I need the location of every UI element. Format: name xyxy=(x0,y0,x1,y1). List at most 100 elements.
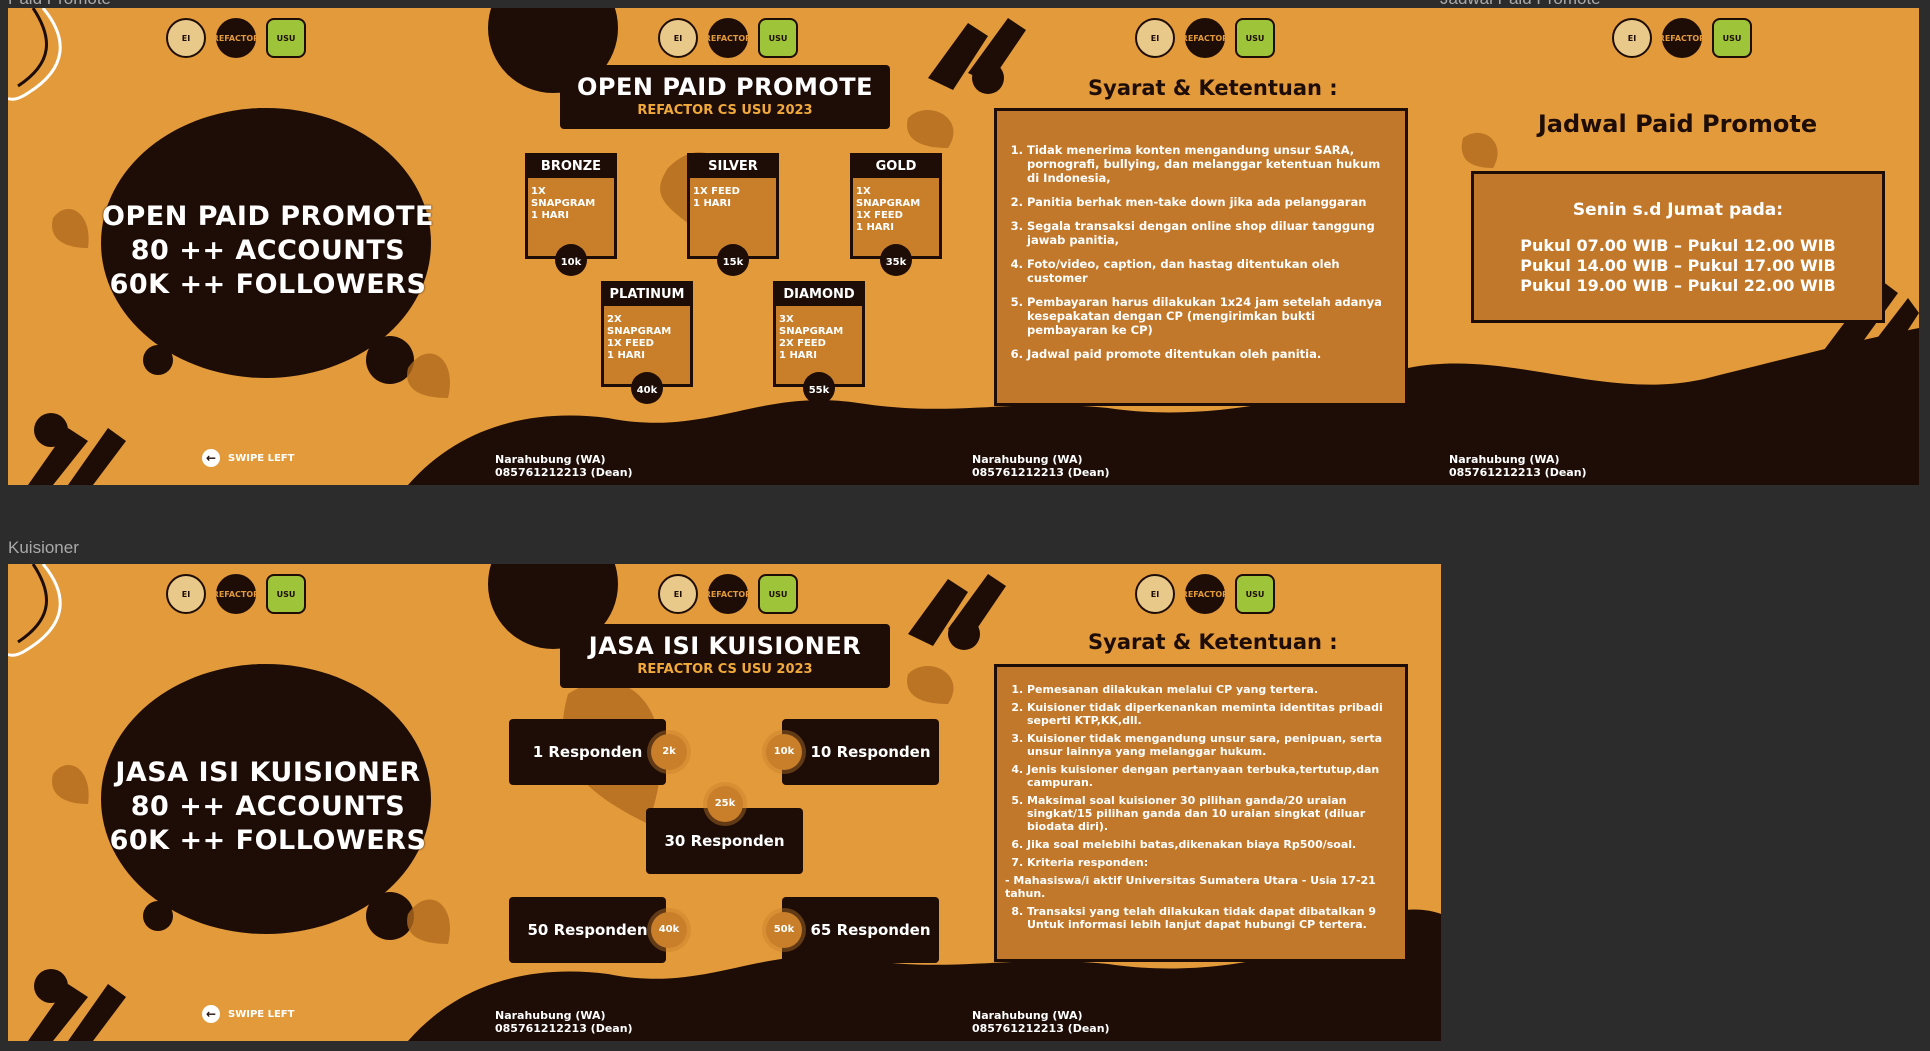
logo-ei: EI xyxy=(166,18,206,58)
frame-label-jadwal[interactable]: Jadwal Paid Promote xyxy=(1440,0,1601,9)
package-gold[interactable]: GOLD 1X SNAPGRAM 1X FEED 1 HARI xyxy=(850,153,942,259)
contact-info: Narahubung (WA) 085761212213 (Dean) xyxy=(495,1009,633,1035)
package-1-responden[interactable]: 1 Responden xyxy=(509,719,666,785)
logo-refactor: REFACTOR xyxy=(1659,18,1705,58)
terms-item: Segala transaksi dengan online shop dilu… xyxy=(1027,219,1393,247)
terms-item: Pemesanan dilakukan melalui CP yang tert… xyxy=(1027,683,1393,696)
swipe-label: SWIPE LEFT xyxy=(228,1008,295,1020)
price-badge: 15k xyxy=(717,244,749,276)
logo-group: EI REFACTOR USU xyxy=(658,574,798,614)
terms-list: Tidak menerima konten mengandung unsur S… xyxy=(997,143,1405,361)
package-50-responden[interactable]: 50 Responden xyxy=(509,897,666,963)
package-65-responden[interactable]: 65 Responden xyxy=(782,897,939,963)
subtitle: REFACTOR CS USU 2023 xyxy=(637,103,813,118)
terms-item: Transaksi yang telah dilakukan tidak dap… xyxy=(1027,905,1393,931)
headline-line-3: 60K ++ FOLLOWERS xyxy=(109,269,427,300)
contact-label: Narahubung (WA) xyxy=(972,1009,1083,1022)
arrow-left-icon: ← xyxy=(202,449,220,467)
title: JASA ISI KUISIONER xyxy=(588,632,862,660)
logo-ei: EI xyxy=(166,574,206,614)
swipe-left-hint[interactable]: ← SWIPE LEFT xyxy=(202,1005,294,1023)
package-diamond[interactable]: DIAMOND 3X SNAPGRAM 2X FEED 1 HARI xyxy=(773,281,865,387)
kuis-title-box: JASA ISI KUISIONER REFACTOR CS USU 2023 xyxy=(560,624,890,688)
logo-refactor: REFACTOR xyxy=(213,574,259,614)
schedule-days: Senin s.d Jumat pada: xyxy=(1572,200,1784,220)
promote-title-box: OPEN PAID PROMOTE REFACTOR CS USU 2023 xyxy=(560,65,890,129)
logo-ei: EI xyxy=(1612,18,1652,58)
contact-label: Narahubung (WA) xyxy=(495,1009,606,1022)
swipe-left-hint[interactable]: ← SWIPE LEFT xyxy=(202,449,294,467)
package-10-responden[interactable]: 10 Responden xyxy=(782,719,939,785)
price-badge: 55k xyxy=(803,372,835,404)
logo-ei: EI xyxy=(658,18,698,58)
terms-title: Syarat & Ketentuan : xyxy=(1088,76,1338,100)
package-name: GOLD xyxy=(853,156,939,178)
contact-label: Narahubung (WA) xyxy=(495,453,606,466)
terms-item: Panitia berhak men-take down jika ada pe… xyxy=(1027,195,1393,209)
terms-item: Maksimal soal kuisioner 30 pilihan ganda… xyxy=(1027,794,1393,833)
price-badge: 25k xyxy=(707,786,743,822)
schedule-title: Jadwal Paid Promote xyxy=(1537,110,1818,138)
contact-phone: 085761212213 (Dean) xyxy=(495,1022,633,1035)
price-badge: 10k xyxy=(555,244,587,276)
logo-refactor: REFACTOR xyxy=(1182,574,1228,614)
promote-slide-1: EI REFACTOR USU OPEN PAID PROMOTE 80 ++ … xyxy=(8,8,485,485)
contact-info: Narahubung (WA) 085761212213 (Dean) xyxy=(495,453,633,479)
logo-usu: USU xyxy=(758,18,798,58)
logo-usu: USU xyxy=(1235,574,1275,614)
contact-info: Narahubung (WA) 085761212213 (Dean) xyxy=(1449,453,1587,479)
logo-refactor: REFACTOR xyxy=(705,18,751,58)
package-name: PLATINUM xyxy=(604,284,690,306)
logo-group: EI REFACTOR USU xyxy=(1135,574,1275,614)
terms-list: Pemesanan dilakukan melalui CP yang tert… xyxy=(997,683,1405,931)
arrow-left-icon: ← xyxy=(202,1005,220,1023)
contact-label: Narahubung (WA) xyxy=(1449,453,1560,466)
terms-item: Kriteria responden: xyxy=(1027,856,1393,869)
logo-group: EI REFACTOR USU xyxy=(1612,18,1752,58)
terms-box: Tidak menerima konten mengandung unsur S… xyxy=(994,108,1408,406)
kuisioner-frame[interactable]: EI REFACTOR USU JASA ISI KUISIONER 80 ++… xyxy=(8,564,1441,1041)
price-badge: 35k xyxy=(880,244,912,276)
subtitle: REFACTOR CS USU 2023 xyxy=(637,662,813,677)
terms-item: Kuisioner tidak diperkenankan meminta id… xyxy=(1027,701,1393,727)
paid-promote-frame[interactable]: EI REFACTOR USU OPEN PAID PROMOTE 80 ++ … xyxy=(8,8,1919,485)
headline-line-2: 80 ++ ACCOUNTS xyxy=(130,235,406,266)
schedule-box: Senin s.d Jumat pada: Pukul 07.00 WIB – … xyxy=(1471,171,1885,323)
price-badge: 10k xyxy=(766,734,802,770)
logo-group: EI REFACTOR USU xyxy=(166,18,306,58)
logo-usu: USU xyxy=(266,18,306,58)
kuis-headline: JASA ISI KUISIONER 80 ++ ACCOUNTS 60K ++… xyxy=(68,756,468,858)
promote-headline: OPEN PAID PROMOTE 80 ++ ACCOUNTS 60K ++ … xyxy=(68,200,468,302)
frame-label-paid-promote[interactable]: Paid Promote xyxy=(8,0,111,9)
price-badge: 2k xyxy=(651,734,687,770)
package-name: BRONZE xyxy=(528,156,614,178)
package-bronze[interactable]: BRONZE 1X SNAPGRAM 1 HARI xyxy=(525,153,617,259)
kuis-slide-1: EI REFACTOR USU JASA ISI KUISIONER 80 ++… xyxy=(8,564,485,1041)
logo-ei: EI xyxy=(658,574,698,614)
contact-info: Narahubung (WA) 085761212213 (Dean) xyxy=(972,1009,1110,1035)
schedule-time: Pukul 07.00 WIB – Pukul 12.00 WIB xyxy=(1520,236,1836,255)
frame-label-kuisioner[interactable]: Kuisioner xyxy=(8,538,79,557)
logo-ei: EI xyxy=(1135,18,1175,58)
package-silver[interactable]: SILVER 1X FEED 1 HARI xyxy=(687,153,779,259)
title: OPEN PAID PROMOTE xyxy=(576,73,874,101)
package-platinum[interactable]: PLATINUM 2X SNAPGRAM 1X FEED 1 HARI xyxy=(601,281,693,387)
logo-ei: EI xyxy=(1135,574,1175,614)
contact-phone: 085761212213 (Dean) xyxy=(495,466,633,479)
package-desc: 2X SNAPGRAM 1X FEED 1 HARI xyxy=(607,314,672,361)
terms-item: Jenis kuisioner dengan pertanyaan terbuk… xyxy=(1027,763,1393,789)
promote-slide-4: EI REFACTOR USU Jadwal Paid Promote Seni… xyxy=(1439,8,1919,485)
schedule-time: Pukul 14.00 WIB – Pukul 17.00 WIB xyxy=(1520,256,1836,275)
headline-line-1: JASA ISI KUISIONER xyxy=(115,757,421,788)
kuis-slide-2: EI REFACTOR USU JASA ISI KUISIONER REFAC… xyxy=(485,564,962,1041)
headline-line-3: 60K ++ FOLLOWERS xyxy=(109,825,427,856)
terms-subitem: - Mahasiswa/i aktif Universitas Sumatera… xyxy=(1005,874,1376,900)
logo-group: EI REFACTOR USU xyxy=(658,18,798,58)
logo-usu: USU xyxy=(758,574,798,614)
logo-group: EI REFACTOR USU xyxy=(166,574,306,614)
terms-item: Foto/video, caption, dan hastag ditentuk… xyxy=(1027,257,1393,285)
terms-item: Jadwal paid promote ditentukan oleh pani… xyxy=(1027,347,1393,361)
logo-usu: USU xyxy=(1235,18,1275,58)
price-badge: 50k xyxy=(766,912,802,948)
